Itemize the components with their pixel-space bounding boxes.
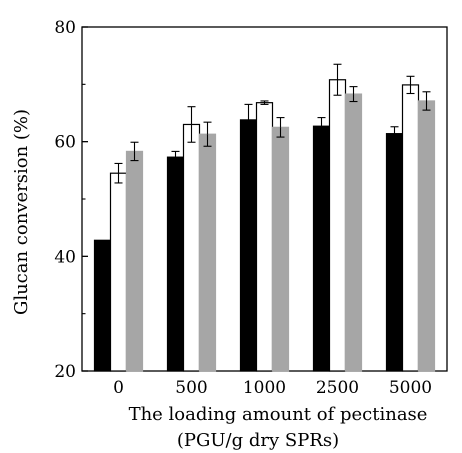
bar bbox=[255, 102, 274, 372]
bar bbox=[271, 126, 290, 372]
bar bbox=[417, 100, 436, 372]
bar bbox=[312, 125, 331, 372]
y-axis-title: Glucan conversion (%) bbox=[11, 109, 32, 315]
x-tick-label: 500 bbox=[175, 378, 207, 398]
bar bbox=[344, 93, 363, 372]
bar bbox=[125, 150, 144, 372]
y-axis-ticks: 20 40 60 80 bbox=[54, 18, 88, 382]
y-tick-label: 40 bbox=[54, 247, 76, 267]
x-tick-label: 0 bbox=[113, 378, 124, 398]
bar bbox=[328, 79, 347, 372]
x-tick-label: 1000 bbox=[243, 378, 286, 398]
y-tick-label: 20 bbox=[54, 362, 76, 382]
bar bbox=[182, 123, 201, 372]
x-tick-label: 5000 bbox=[389, 378, 432, 398]
bar bbox=[198, 133, 217, 372]
bar bbox=[93, 239, 112, 372]
x-axis-title: The loading amount of pectinase bbox=[129, 404, 428, 425]
bar bbox=[166, 156, 185, 372]
bar bbox=[385, 133, 404, 372]
y-tick-label: 60 bbox=[54, 133, 76, 153]
bar bbox=[401, 84, 420, 372]
bar bbox=[109, 172, 128, 372]
bar-series bbox=[93, 63, 436, 372]
x-tick-label: 2500 bbox=[316, 378, 359, 398]
bar bbox=[239, 119, 258, 372]
y-tick-label: 80 bbox=[54, 18, 76, 38]
x-axis-unit: (PGU/g dry SPRs) bbox=[177, 430, 339, 451]
